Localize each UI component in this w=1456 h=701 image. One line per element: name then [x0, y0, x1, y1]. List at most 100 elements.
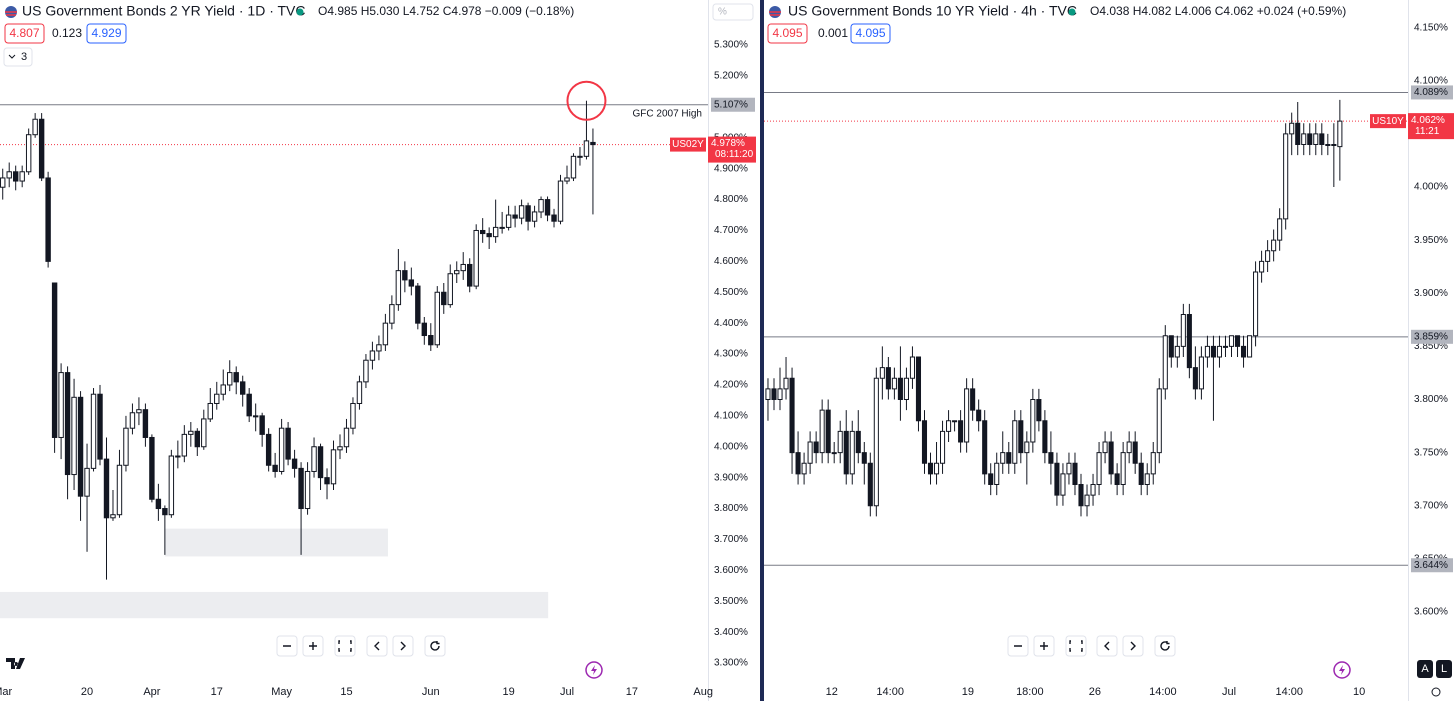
- candle-body: [1144, 473, 1150, 485]
- candle-body: [402, 270, 408, 281]
- candle-body: [64, 372, 71, 476]
- status-dot: [296, 8, 304, 16]
- candle-body: [408, 279, 415, 287]
- chevron: [8, 54, 16, 59]
- candle-body: [831, 452, 837, 455]
- y-tick-label: 4.000%: [714, 441, 748, 452]
- candle-body: [311, 446, 317, 472]
- candle-body: [557, 180, 564, 222]
- x-tick-label: 15: [340, 686, 352, 698]
- candle-body: [1018, 420, 1024, 454]
- candle-body: [1030, 399, 1036, 443]
- x-tick-label: Mar: [0, 686, 13, 698]
- y-tick-label: 3.600%: [714, 565, 748, 576]
- candle-body: [194, 430, 201, 448]
- candle-body: [1126, 441, 1132, 454]
- candle-body: [265, 433, 272, 466]
- x-tick-label: 12: [826, 686, 838, 698]
- x-tick-label: Jul: [560, 686, 574, 698]
- value-box: [850, 23, 891, 44]
- header-value: 4.095: [855, 26, 885, 40]
- symbol-tag: [1370, 114, 1406, 129]
- candle-body: [479, 229, 486, 235]
- header-value: 4.929: [91, 26, 121, 40]
- candle-body: [1156, 388, 1162, 454]
- header-value: 0.123: [52, 26, 82, 40]
- candle-body: [1054, 462, 1060, 496]
- y-tick-label: 3.700%: [714, 534, 748, 545]
- candle-body: [499, 226, 505, 229]
- level-label: 4.089%: [1414, 87, 1448, 98]
- x-tick-label: Jun: [422, 686, 440, 698]
- candle-body: [434, 291, 440, 346]
- candle-body: [1277, 218, 1283, 241]
- candle-body: [272, 464, 278, 472]
- y-tick-label: 4.100%: [714, 410, 748, 421]
- candle-body: [583, 140, 590, 157]
- candle-body: [1138, 462, 1144, 485]
- candle-body: [927, 462, 934, 475]
- y-tick-label: 5.200%: [714, 71, 748, 82]
- candle-body: [116, 464, 123, 516]
- candle-body: [1313, 133, 1319, 145]
- candle-body: [6, 171, 12, 179]
- candle-body: [32, 118, 38, 136]
- x-tick-label: 19: [502, 686, 514, 698]
- candle-body: [1114, 473, 1120, 485]
- candle-body: [51, 282, 58, 438]
- candle-body: [324, 477, 330, 485]
- y-tick-label: 3.600%: [1414, 607, 1448, 618]
- candle-body: [415, 285, 421, 324]
- x-tick-label: 17: [626, 686, 638, 698]
- candle-body: [428, 335, 434, 346]
- candle-body: [38, 118, 45, 179]
- y-tick-label: 3.500%: [714, 596, 748, 607]
- level-label: 3.859%: [1414, 331, 1448, 342]
- candle-body: [350, 402, 356, 429]
- level-tag: [1411, 558, 1453, 573]
- candle-body: [570, 155, 577, 179]
- candle-body: [873, 377, 879, 507]
- candle-body: [897, 377, 903, 400]
- candle-body: [149, 436, 155, 500]
- x-tick-label: Aug: [693, 686, 713, 698]
- candle-body: [933, 462, 940, 475]
- candle-body: [382, 322, 389, 346]
- candle-body: [168, 455, 175, 516]
- candle-body: [278, 427, 285, 472]
- y-tick-label: 3.800%: [714, 503, 748, 514]
- x-tick-label: May: [271, 686, 292, 698]
- candle-body: [795, 452, 801, 475]
- ohlc-legend: O4.985 H5.030 L4.752 C4.978 −0.009 (−0.1…: [318, 4, 574, 18]
- candle-body: [298, 467, 304, 510]
- indicator-count: 3: [21, 51, 27, 63]
- candle-body: [214, 393, 220, 404]
- candle-body: [492, 226, 499, 238]
- axis-border: [708, 0, 709, 701]
- candle-body: [1132, 441, 1138, 464]
- flag-stripes: [769, 11, 781, 16]
- candle-body: [1283, 133, 1289, 220]
- x-tick-label: 20: [81, 686, 93, 698]
- lightning-icon[interactable]: [585, 661, 1351, 679]
- candle-body: [97, 393, 103, 460]
- candle-body: [421, 322, 428, 337]
- x-tick-label: Jul: [1222, 686, 1236, 698]
- candle-body: [1072, 462, 1078, 485]
- candle-body: [867, 462, 873, 507]
- candle-body: [783, 377, 789, 390]
- price-tag: [1408, 113, 1454, 140]
- candle-body: [970, 388, 976, 411]
- x-tick-label: 19: [962, 686, 974, 698]
- y-tick-label: 4.400%: [714, 318, 748, 329]
- header-value: 0.001: [818, 26, 848, 40]
- candle-body: [988, 473, 994, 485]
- candle-body: [395, 270, 402, 306]
- candle-body: [819, 409, 825, 454]
- candle-body: [201, 418, 207, 448]
- toolbar[interactable]: [276, 635, 1176, 657]
- candle-body: [590, 141, 596, 146]
- candle-body: [1084, 494, 1090, 507]
- candle-body: [1042, 420, 1048, 454]
